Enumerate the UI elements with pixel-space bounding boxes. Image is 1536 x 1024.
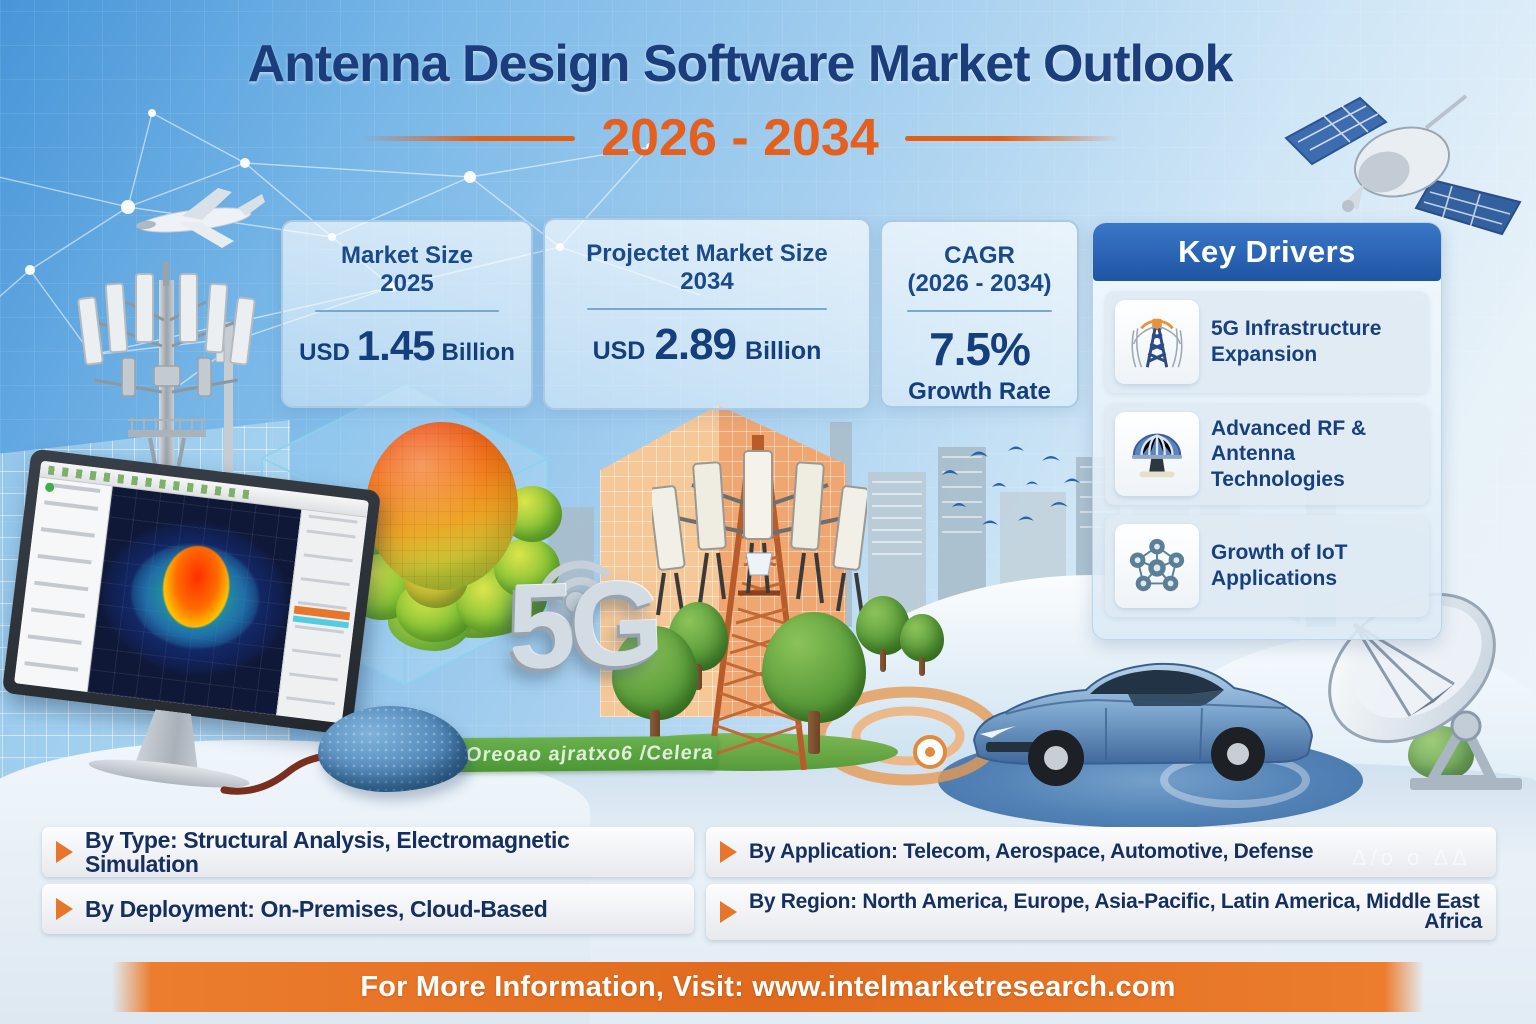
segment-by-deployment: By Deployment: On-Premises, Cloud-Based (42, 884, 694, 934)
green-banner-text: (Oreoao ajratxo6 /Celera (457, 741, 715, 766)
segment-value-overflow: Africa (1424, 910, 1482, 933)
faint-watermark-glyphs: Δ/o o ΔΔ (1352, 845, 1471, 870)
satellite-icon (1284, 94, 1522, 236)
radiation-plot-view (87, 486, 302, 716)
card-title: CAGR (2026 - 2034) (907, 242, 1052, 297)
driver-item-rf: Advanced RF & Antenna Technologies (1105, 403, 1429, 505)
period-line-right (904, 135, 1120, 141)
segment-value: Structural Analysis, Electromagnetic Sim… (85, 826, 570, 877)
segments-left-column: By Type: Structural Analysis, Electromag… (42, 827, 694, 934)
segment-value: Telecom, Aerospace, Automotive, Defense (903, 839, 1314, 863)
birds-flock-illustration (942, 446, 1080, 525)
card-title: Market Size 2025 (340, 242, 474, 297)
forecast-period: 2026 - 2034 (0, 108, 1480, 168)
page-title: Antenna Design Software Market Outlook (247, 35, 1234, 93)
antenna-software-screen (14, 460, 369, 724)
footer-bar: For More Information, Visit: www.intelma… (112, 962, 1424, 1012)
tree (612, 626, 698, 746)
card-divider (315, 309, 499, 312)
footer-url-text: For More Information, Visit: www.intelma… (360, 970, 1176, 1003)
card-value: 7.5% (929, 322, 1031, 375)
segment-label: By Deployment: (85, 895, 255, 922)
card-value: USD 2.89 Billion (592, 319, 822, 369)
growth-rate-label: Growth Rate (908, 377, 1051, 405)
projected-market-size-2034-card: Projectet Market Size 2034 USD 2.89 Billi… (543, 218, 871, 410)
arrow-bullet-icon (56, 841, 73, 863)
segments-right-column: By Application: Telecom, Aerospace, Auto… (706, 827, 1496, 940)
card-divider (587, 307, 827, 310)
driver-item-iot: Growth of IoT Applications (1105, 515, 1429, 617)
iot-network-icon (1115, 524, 1199, 608)
segment-label: By Application: (749, 839, 898, 863)
wifi-signal-icon (538, 560, 612, 614)
mesh-rock-object (318, 706, 468, 792)
card-divider (907, 309, 1052, 312)
segment-by-application: By Application: Telecom, Aerospace, Auto… (706, 827, 1496, 877)
monitor-bezel (1, 448, 382, 736)
lattice-cell-tower (652, 435, 867, 770)
status-dot (44, 482, 55, 493)
tree (900, 614, 944, 676)
card-value: USD 1.45 Billion (299, 321, 515, 369)
arrow-bullet-icon (720, 841, 737, 863)
cagr-card: CAGR (2026 - 2034) 7.5% Growth Rate (880, 220, 1079, 408)
arrow-bullet-icon (720, 901, 737, 923)
segment-label: By Region: (749, 889, 857, 913)
arrow-bullet-icon (56, 898, 73, 920)
key-drivers-header: Key Drivers (1093, 223, 1441, 281)
monopole-cell-tower (77, 262, 256, 522)
poster-header: Antenna Design Software Market Outlook 2… (0, 34, 1480, 168)
airplane-icon (136, 188, 265, 248)
driver-label: 5G Infrastructure Expansion (1211, 317, 1382, 366)
period-line-left (360, 135, 576, 141)
dome-antenna-icon (1115, 412, 1199, 496)
transmission-tower-icon (1115, 300, 1199, 384)
segment-value: On-Premises, Cloud-Based (260, 895, 548, 922)
green-banner-strip: (Oreoao ajratxo6 /Celera (453, 735, 719, 773)
driver-label: Growth of IoT Applications (1211, 541, 1348, 590)
driver-item-5g: 5G Infrastructure Expansion (1105, 291, 1429, 393)
forecast-period-label: 2026 - 2034 (601, 109, 879, 167)
segment-value: North America, Europe, Asia-Pacific, Lat… (862, 889, 1480, 913)
five-g-3d-text: 5G (505, 555, 661, 695)
market-size-2025-card: Market Size 2025 USD 1.45 Billion (281, 220, 533, 408)
segment-by-region: By Region: North America, Europe, Asia-P… (706, 884, 1496, 940)
card-title: Projectet Market Size 2034 (586, 240, 828, 295)
car-illustration (972, 662, 1314, 786)
tree (762, 612, 866, 754)
segment-by-type: By Type: Structural Analysis, Electromag… (42, 827, 694, 877)
key-drivers-panel: Key Drivers 5G Infrastructure Expansio (1092, 222, 1442, 640)
segment-label: By Type: (85, 826, 178, 853)
driver-label: Advanced RF & Antenna Technologies (1211, 416, 1367, 491)
